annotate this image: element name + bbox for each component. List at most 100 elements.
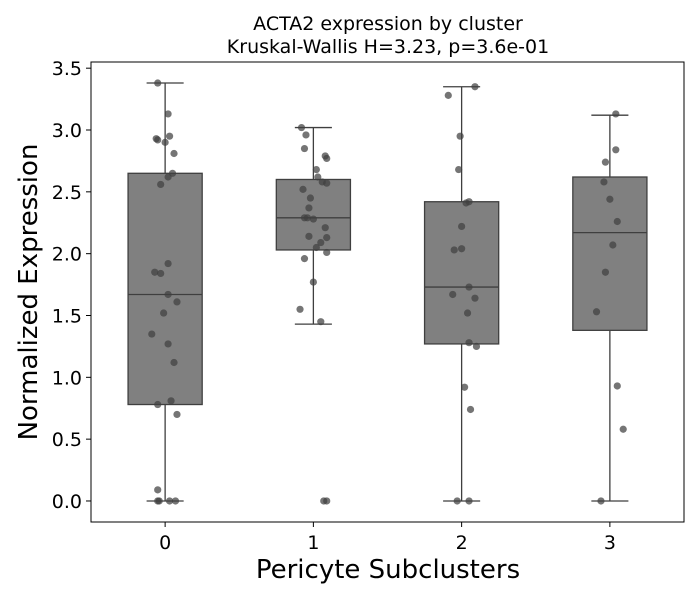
data-point	[300, 144, 309, 153]
y-axis-label: Normalized Expression	[14, 144, 44, 441]
data-point	[450, 246, 458, 254]
data-point	[456, 132, 464, 140]
data-point	[323, 248, 331, 257]
box-group-3	[572, 114, 648, 502]
data-point	[309, 278, 317, 286]
data-point	[323, 179, 331, 187]
y-tick-label: 3.5	[52, 58, 82, 80]
chart-subtitle: Kruskal-Wallis H=3.23, p=3.6e-01	[227, 36, 549, 58]
x-axis: 0 1 2 3	[159, 522, 616, 554]
data-point	[449, 290, 457, 299]
data-point	[157, 180, 165, 189]
box	[127, 172, 203, 406]
data-point	[305, 204, 313, 212]
data-point	[157, 269, 165, 278]
data-point	[173, 410, 181, 419]
data-point	[471, 83, 479, 91]
y-axis: 0.0 0.5 1.0 1.5 2.0 2.5 3.0 3.5	[52, 58, 91, 513]
data-point	[303, 214, 312, 222]
data-point	[592, 308, 601, 316]
data-point	[154, 400, 162, 409]
y-tick-label: 3.0	[52, 120, 82, 142]
data-point	[302, 131, 310, 139]
data-point	[601, 268, 610, 276]
data-point	[164, 173, 172, 181]
axes-frame	[90, 61, 685, 523]
data-point	[619, 425, 627, 433]
data-point	[305, 232, 313, 240]
data-point	[164, 259, 172, 268]
data-point	[444, 91, 452, 99]
data-point	[321, 224, 329, 232]
data-point	[472, 342, 481, 351]
data-point	[170, 149, 178, 158]
x-axis-label: Pericyte Subclusters	[256, 555, 520, 585]
data-point	[612, 110, 620, 118]
chart-title: ACTA2 expression by cluster	[253, 13, 523, 35]
data-point	[606, 195, 614, 203]
x-tick-label: 0	[159, 532, 171, 554]
box-group-1	[275, 126, 352, 325]
data-point	[154, 486, 162, 494]
data-point	[612, 146, 620, 154]
x-tick-label: 1	[307, 532, 319, 554]
data-point	[173, 298, 181, 306]
box-group-0	[127, 82, 203, 502]
data-point	[155, 497, 163, 505]
data-point	[170, 358, 178, 367]
data-point	[323, 154, 331, 163]
data-point	[613, 217, 621, 226]
data-point	[165, 132, 174, 140]
data-point	[306, 194, 315, 202]
data-point	[154, 79, 162, 87]
data-point	[323, 497, 331, 505]
data-point	[455, 165, 463, 174]
y-tick-label: 2.0	[52, 244, 82, 266]
points-group-3	[592, 110, 627, 505]
data-point	[462, 199, 470, 207]
box-group-2	[423, 86, 500, 502]
box	[275, 178, 352, 251]
data-point	[314, 173, 322, 181]
y-tick-label: 0.5	[52, 429, 82, 451]
y-tick-label: 0.0	[52, 491, 82, 513]
points-group-0	[148, 79, 181, 505]
data-point	[148, 330, 156, 338]
data-point	[299, 185, 307, 193]
data-point	[465, 339, 473, 347]
data-point	[463, 309, 472, 317]
data-point	[309, 215, 317, 223]
data-point	[601, 158, 610, 166]
points-group-1	[296, 123, 331, 505]
data-point	[171, 497, 180, 505]
data-point	[323, 233, 331, 242]
data-point	[300, 255, 309, 263]
data-point	[296, 305, 304, 313]
data-point	[453, 497, 461, 505]
data-point	[161, 138, 169, 146]
data-point	[164, 110, 172, 118]
data-point	[466, 405, 475, 414]
data-point	[597, 497, 605, 505]
data-point	[167, 397, 175, 405]
data-point	[165, 497, 174, 505]
y-tick-label: 1.5	[52, 305, 82, 327]
data-point	[613, 382, 621, 390]
y-tick-label: 2.5	[52, 182, 82, 204]
x-tick-label: 2	[456, 532, 468, 554]
data-point	[297, 123, 306, 132]
data-point	[164, 290, 172, 299]
points-group-2	[444, 83, 481, 505]
data-point	[312, 243, 320, 252]
data-point	[465, 283, 473, 291]
data-point	[154, 136, 162, 144]
x-tick-label: 3	[604, 532, 616, 554]
y-tick-label: 1.0	[52, 367, 82, 389]
data-point	[465, 497, 473, 505]
data-point	[600, 178, 608, 186]
data-point	[458, 245, 466, 253]
data-point	[609, 241, 617, 249]
data-point	[160, 309, 168, 317]
data-point	[312, 165, 320, 174]
